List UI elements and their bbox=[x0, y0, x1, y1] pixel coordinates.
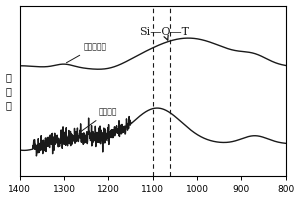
Text: Si—O—T: Si—O—T bbox=[140, 27, 189, 40]
Text: 地质聚合物: 地质聚合物 bbox=[66, 42, 106, 63]
Y-axis label: 吸
收
率: 吸 收 率 bbox=[6, 72, 11, 110]
Text: 唇高岭土: 唇高岭土 bbox=[80, 107, 118, 132]
